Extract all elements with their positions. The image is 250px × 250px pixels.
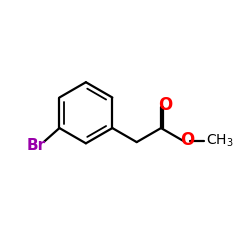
Text: Br: Br [27,138,46,154]
Text: O: O [180,131,194,149]
Text: CH$_3$: CH$_3$ [206,132,233,149]
Text: O: O [158,96,172,114]
